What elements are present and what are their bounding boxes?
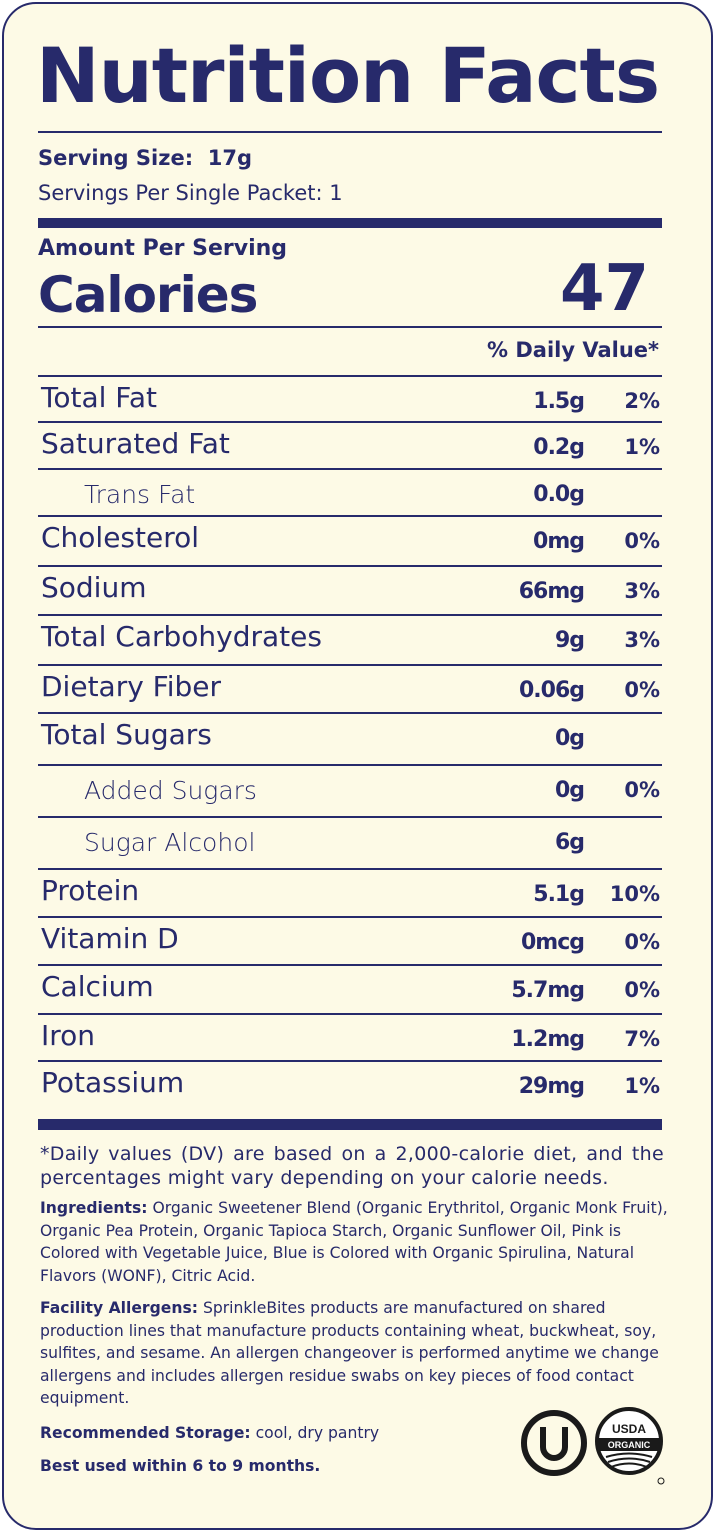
nutrient-row: Total Fat 1.5g 2%: [38, 375, 662, 421]
nutrient-row: Sugar Alcohol 6g: [38, 816, 662, 868]
nutrient-row: Saturated Fat 0.2g 1%: [38, 421, 662, 468]
best-used: Best used within 6 to 9 months.: [40, 1457, 321, 1475]
storage-label: Recommended Storage:: [40, 1424, 251, 1442]
nutrient-amount: 66mg: [518, 579, 585, 604]
kosher-ou-icon: [521, 1410, 587, 1476]
nutrient-name: Trans Fat: [84, 480, 196, 509]
nutrient-name: Sodium: [41, 571, 147, 604]
nutrient-name: Calcium: [41, 970, 154, 1003]
nutrient-name: Cholesterol: [41, 521, 200, 554]
nutrient-name: Total Fat: [41, 381, 157, 414]
nutrient-row: Protein 5.1g 10%: [38, 868, 662, 916]
nutrient-amount: 1.2mg: [511, 1027, 585, 1052]
calories-label: Calories: [38, 266, 258, 324]
nutrient-amount: 5.1g: [533, 882, 585, 907]
nutrient-amount: 29mg: [518, 1074, 585, 1099]
page-title: Nutrition Facts: [36, 31, 660, 120]
nutrient-row: Total Sugars 0g: [38, 712, 662, 764]
nutrient-amount: 0mg: [533, 529, 585, 554]
nutrient-amount: 1.5g: [533, 389, 585, 414]
nutrient-amount: 5.7mg: [511, 978, 585, 1003]
nutrient-name: Protein: [41, 874, 140, 907]
nutrient-row: Potassium 29mg 1%: [38, 1060, 662, 1110]
facility-allergens: Facility Allergens: SprinkleBites produc…: [40, 1297, 668, 1410]
nutrient-amount: 0.0g: [533, 482, 585, 507]
nutrient-row: Cholesterol 0mg 0%: [38, 515, 662, 565]
nutrient-name: Total Sugars: [41, 718, 212, 751]
nutrient-row: Calcium 5.7mg 0%: [38, 964, 662, 1013]
nutrient-name: Potassium: [41, 1066, 185, 1099]
nutrient-daily-value: 3%: [624, 579, 660, 603]
amount-per-serving: Amount Per Serving: [38, 236, 288, 261]
thick-rule-bottom: [38, 1119, 662, 1130]
calories-value: 47: [559, 252, 649, 326]
nutrient-row: Total Carbohydrates 9g 3%: [38, 614, 662, 664]
usda-organic-text: ORGANIC: [608, 1440, 651, 1450]
thick-rule-top: [38, 218, 662, 228]
nutrient-row: Trans Fat 0.0g: [38, 468, 662, 515]
nutrient-daily-value: 1%: [624, 435, 660, 459]
servings-per-packet: Servings Per Single Packet: 1: [38, 181, 343, 205]
usda-organic-seal-icon: USDA ORGANIC: [595, 1407, 665, 1485]
nutrient-name: Added Sugars: [84, 776, 257, 805]
nutrient-daily-value: 10%: [609, 882, 660, 906]
serving-size-value: 17g: [207, 146, 252, 170]
daily-value-header: % Daily Value*: [487, 338, 659, 362]
title-rule: [38, 131, 662, 133]
daily-value-footnote: *Daily values (DV) are based on a 2,000-…: [40, 1143, 664, 1189]
nutrient-amount: 0g: [554, 726, 585, 751]
nutrient-amount: 0g: [554, 778, 585, 803]
nutrient-row: Iron 1.2mg 7%: [38, 1013, 662, 1060]
nutrient-row: Dietary Fiber 0.06g 0%: [38, 664, 662, 712]
nutrient-row: Sodium 66mg 3%: [38, 565, 662, 614]
nutrient-daily-value: 1%: [624, 1074, 660, 1098]
nutrient-name: Vitamin D: [41, 922, 179, 955]
ingredients: Ingredients: Organic Sweetener Blend (Or…: [40, 1197, 668, 1287]
allergens-text: SprinkleBites products are manufactured …: [40, 1299, 659, 1407]
recommended-storage: Recommended Storage: cool, dry pantry: [40, 1424, 379, 1442]
nutrient-amount: 6g: [554, 830, 585, 855]
calories-rule: [38, 326, 662, 328]
nutrient-amount: 0.2g: [533, 435, 585, 460]
nutrient-name: Sugar Alcohol: [84, 828, 256, 857]
nutrient-daily-value: 0%: [624, 778, 660, 802]
nutrient-name: Dietary Fiber: [41, 670, 222, 703]
nutrient-daily-value: 0%: [624, 529, 660, 553]
ingredients-label: Ingredients:: [40, 1199, 148, 1217]
nutrient-daily-value: 0%: [624, 678, 660, 702]
nutrient-daily-value: 0%: [624, 978, 660, 1002]
nutrient-daily-value: 7%: [624, 1027, 660, 1051]
storage-text: cool, dry pantry: [255, 1424, 380, 1442]
nutrient-name: Total Carbohydrates: [41, 620, 322, 653]
nutrient-amount: 0mcg: [520, 930, 585, 955]
allergens-label: Facility Allergens:: [40, 1299, 198, 1317]
nutrient-name: Saturated Fat: [41, 427, 230, 460]
nutrient-daily-value: 2%: [624, 389, 660, 413]
nutrient-amount: 9g: [554, 628, 585, 653]
nutrient-daily-value: 3%: [624, 628, 660, 652]
nutrient-daily-value: 0%: [624, 930, 660, 954]
nutrient-name: Iron: [41, 1019, 96, 1052]
nutrient-amount: 0.06g: [518, 678, 585, 703]
ingredients-text: Organic Sweetener Blend (Organic Erythri…: [40, 1199, 668, 1285]
nutrient-row: Vitamin D 0mcg 0%: [38, 916, 662, 964]
usda-text: USDA: [612, 1422, 646, 1436]
serving-size-label: Serving Size:: [38, 146, 194, 170]
nutrient-row: Added Sugars 0g 0%: [38, 764, 662, 816]
serving-size: Serving Size: 17g: [38, 146, 252, 170]
